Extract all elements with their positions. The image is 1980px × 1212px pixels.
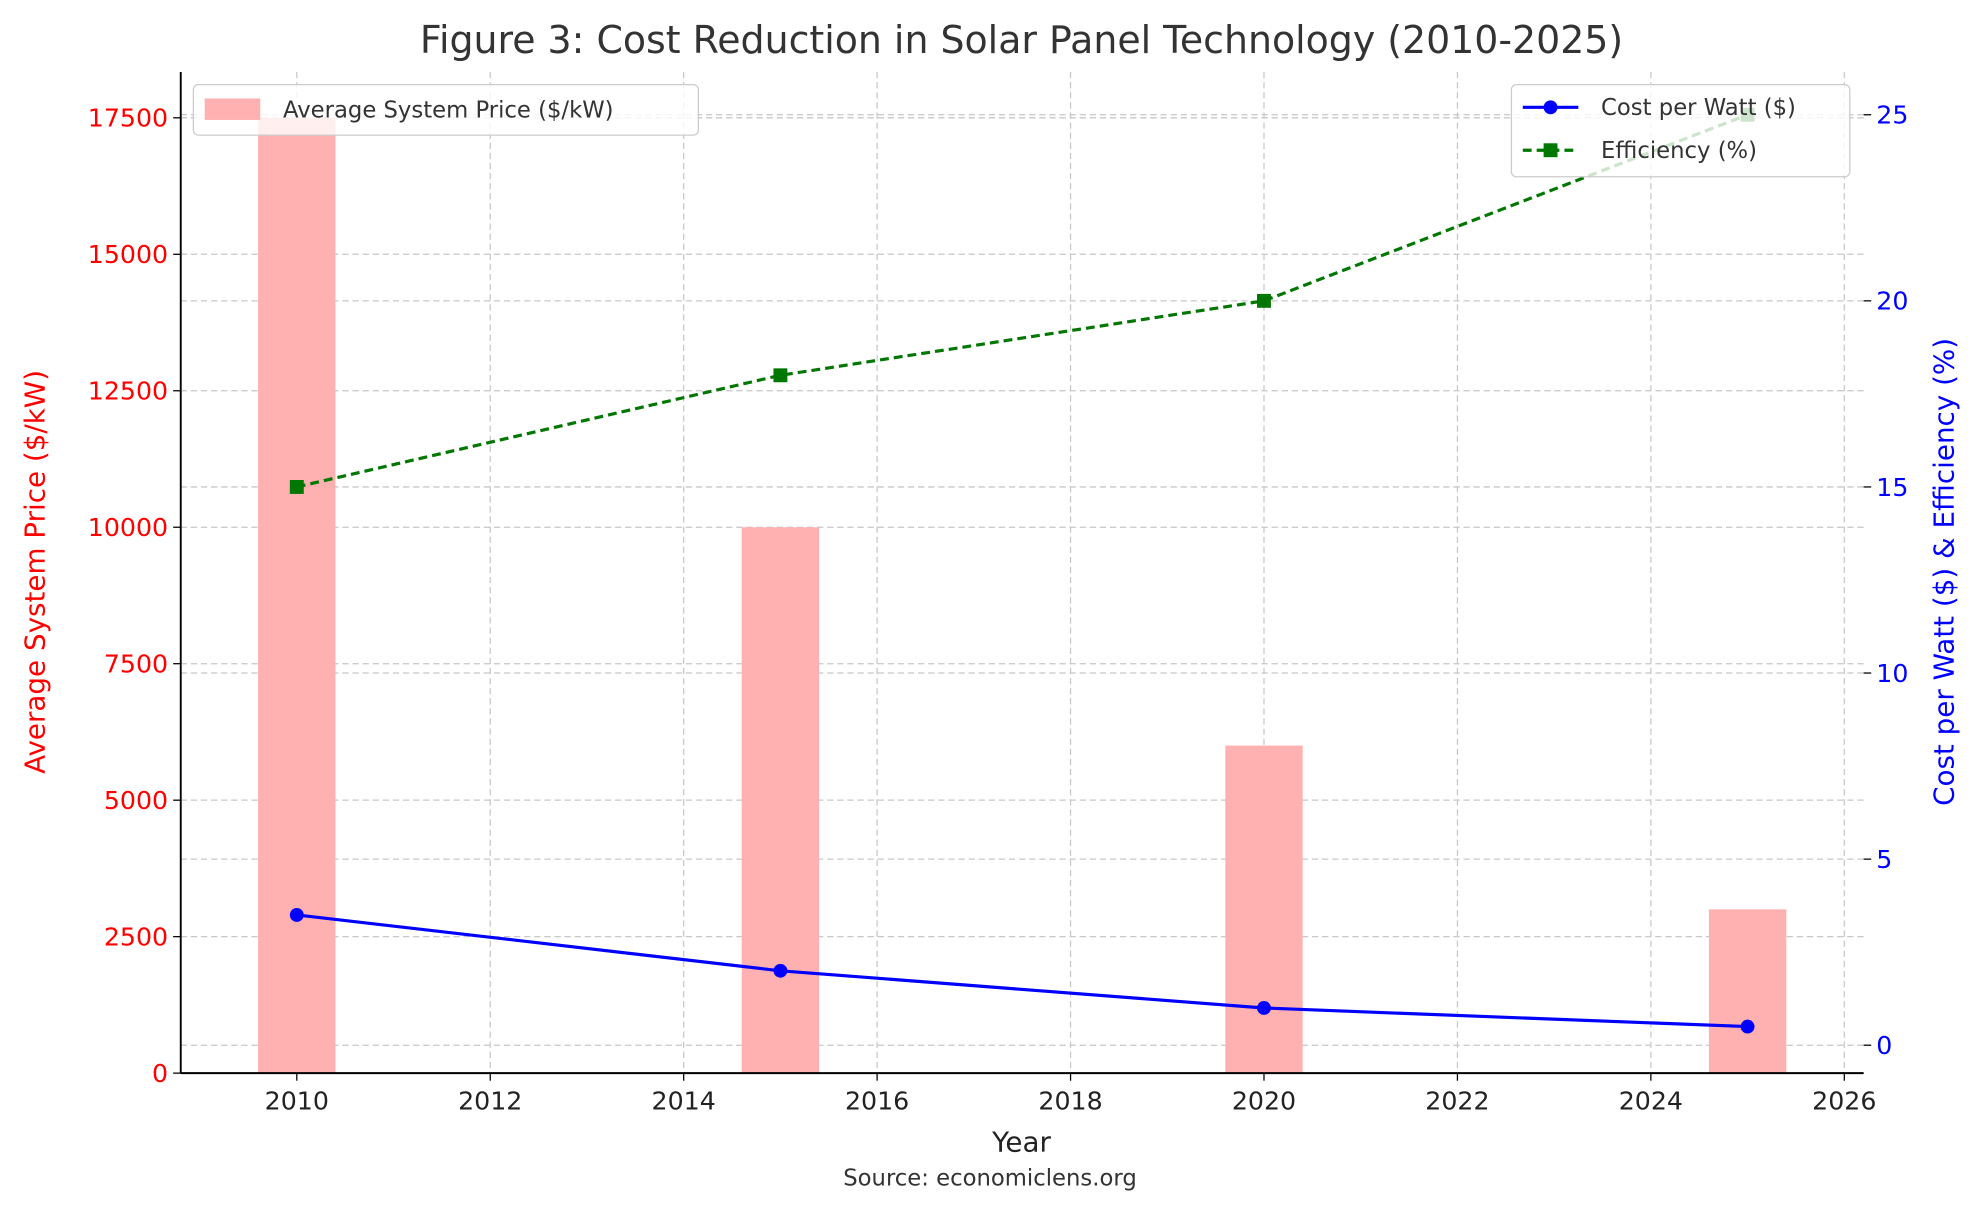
y-left-tick-label: 2500 — [104, 922, 168, 951]
y-left-tick-label: 10000 — [88, 513, 168, 542]
y-left-tick-label: 0 — [152, 1059, 168, 1088]
x-tick-label: 2024 — [1619, 1087, 1683, 1116]
y-axis-right-label: Cost per Watt ($) & Efficiency (%) — [1927, 338, 1960, 806]
bars — [258, 117, 1787, 1074]
y-right-tick-label: 15 — [1876, 473, 1908, 502]
y-left-tick-label: 7500 — [104, 650, 168, 679]
x-tick-label: 2010 — [265, 1087, 329, 1116]
legend-swatch-bar — [204, 98, 261, 120]
y-right-tick-label: 25 — [1876, 101, 1908, 130]
legend-marker-efficiency — [1543, 143, 1558, 158]
legend-marker-cost — [1543, 100, 1558, 115]
x-tick-label: 2026 — [1812, 1087, 1876, 1116]
y-left-tick-label: 5000 — [104, 786, 168, 815]
y-right-tick-label: 0 — [1876, 1031, 1892, 1060]
x-tick-label: 2020 — [1232, 1087, 1296, 1116]
y-right-tick-label: 10 — [1876, 659, 1908, 688]
axes: 2010 2012 2014 2016 2018 2020 2022 2024 20260250… — [88, 71, 1908, 1116]
y-right-tick-label: 20 — [1876, 287, 1908, 316]
cost-per-watt-point-2020 — [1257, 1001, 1271, 1015]
x-tick-label: 2012 — [458, 1087, 522, 1116]
bar-2025 — [1708, 909, 1787, 1074]
legend-label-efficiency: Efficiency (%) — [1601, 138, 1757, 164]
x-axis-label: Year — [991, 1125, 1051, 1158]
x-tick-label: 2016 — [845, 1087, 909, 1116]
y-right-tick-label: 5 — [1876, 845, 1892, 874]
y-axis-left-label: Average System Price ($/kW) — [18, 370, 51, 774]
cost-per-watt-line — [296, 913, 1748, 1029]
x-tick-label: 2022 — [1425, 1087, 1489, 1116]
cost-per-watt-point-2015 — [773, 963, 788, 978]
y-left-tick-label: 17500 — [88, 104, 168, 133]
efficiency-point-2010 — [289, 479, 304, 494]
cost-per-watt-point-2010 — [289, 908, 304, 922]
y-left-tick-label: 15000 — [88, 240, 168, 269]
legend-right: Cost per Watt ($) Efficiency (%) — [1510, 83, 1851, 178]
grid — [180, 71, 1864, 1074]
bar-2015 — [741, 527, 820, 1074]
x-tick-label: 2018 — [1038, 1087, 1102, 1116]
legend-label-cost: Cost per Watt ($) — [1601, 95, 1796, 121]
efficiency-point-2020 — [1257, 293, 1271, 308]
bar-2010 — [258, 117, 336, 1074]
bar-2020 — [1225, 745, 1303, 1074]
source-note: Source: economiclens.org — [843, 1165, 1137, 1191]
lines — [289, 107, 1755, 1034]
efficiency-line — [296, 113, 1749, 489]
legend-label-bar: Average System Price ($/kW) — [283, 97, 614, 123]
x-tick-label: 2014 — [652, 1087, 716, 1116]
legend-left: Average System Price ($/kW) — [192, 83, 699, 136]
cost-per-watt-point-2025 — [1740, 1019, 1755, 1034]
chart-title: Figure 3: Cost Reduction in Solar Panel … — [420, 18, 1623, 62]
efficiency-point-2015 — [773, 368, 788, 383]
y-left-tick-label: 12500 — [88, 377, 168, 406]
